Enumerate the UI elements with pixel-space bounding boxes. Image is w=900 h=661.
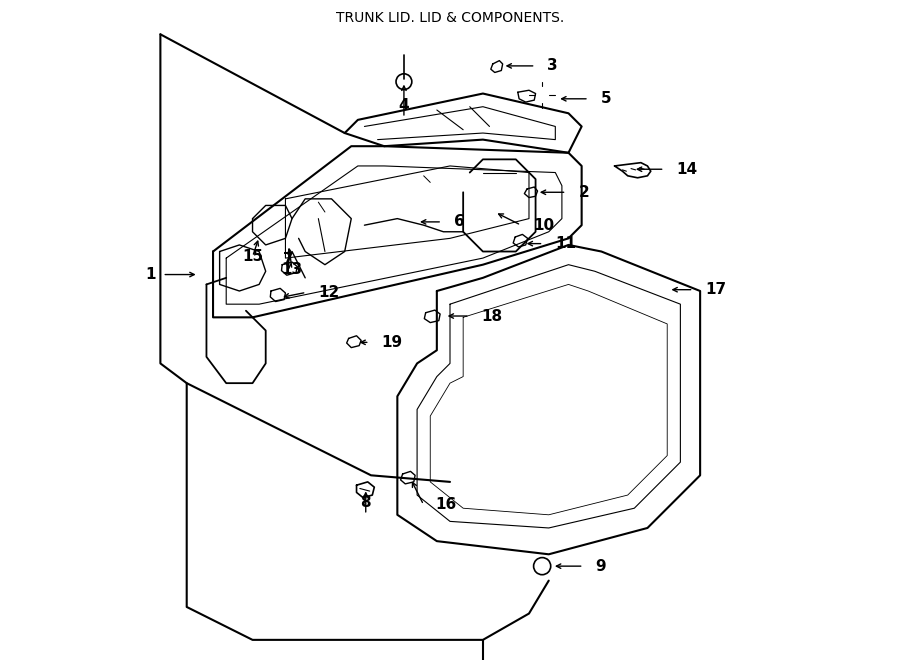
Text: 3: 3 <box>547 58 558 73</box>
Text: 5: 5 <box>600 91 611 106</box>
Text: 11: 11 <box>555 236 576 251</box>
Text: 13: 13 <box>282 262 302 278</box>
Text: 1: 1 <box>145 267 156 282</box>
Text: 18: 18 <box>482 309 503 323</box>
Text: 12: 12 <box>319 285 339 300</box>
Text: 2: 2 <box>579 185 590 200</box>
Text: 9: 9 <box>596 559 606 574</box>
Text: 10: 10 <box>533 217 554 233</box>
Text: 6: 6 <box>454 214 464 229</box>
Text: 15: 15 <box>242 249 263 264</box>
Text: TRUNK LID. LID & COMPONENTS.: TRUNK LID. LID & COMPONENTS. <box>336 11 564 25</box>
Text: 16: 16 <box>436 498 457 512</box>
Text: 4: 4 <box>399 98 410 112</box>
Text: 8: 8 <box>360 494 371 510</box>
Text: 19: 19 <box>382 335 402 350</box>
Text: 7: 7 <box>284 252 294 266</box>
Text: 17: 17 <box>706 282 726 297</box>
Text: 14: 14 <box>677 162 698 176</box>
